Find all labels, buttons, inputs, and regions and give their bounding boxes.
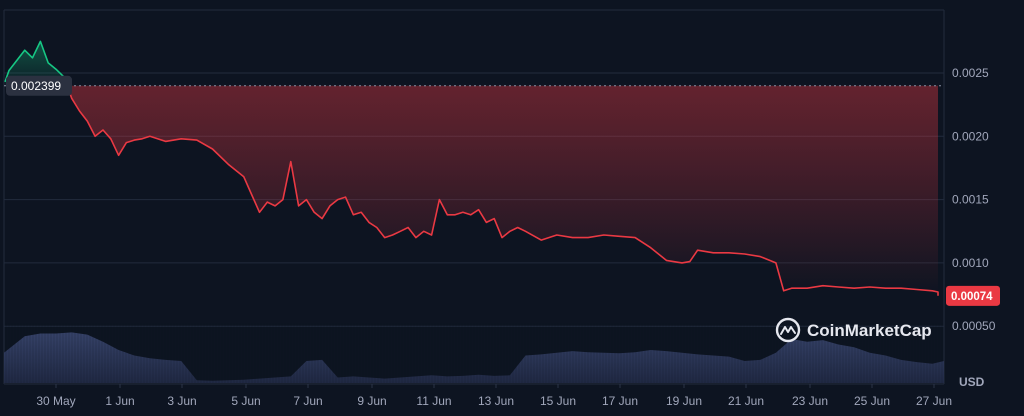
x-tick-label: 13 Jun: [478, 394, 514, 408]
x-tick-label: 1 Jun: [105, 394, 134, 408]
x-axis: 30 May 1 Jun 3 Jun 5 Jun 7 Jun 9 Jun 11 Jun 13 …: [36, 384, 952, 408]
x-tick-label: 3 Jun: [167, 394, 196, 408]
x-tick-label: 17 Jun: [602, 394, 638, 408]
price-line-above: [4, 40, 68, 87]
x-tick-label: 11 Jun: [416, 394, 451, 408]
price-area-below-fill: [67, 85, 939, 296]
x-tick-label: 27 Jun: [916, 394, 952, 408]
x-tick-label: 23 Jun: [792, 394, 828, 408]
price-area: [5, 41, 939, 296]
volume-area: [4, 332, 944, 383]
reference-value-label: 0.002399: [11, 79, 61, 93]
brand-watermark: CoinMarketCap: [775, 317, 932, 343]
y-tick-label: 0.0025: [952, 66, 989, 80]
y-tick-label: 0.0015: [952, 193, 989, 207]
last-price-badge: 0.00074: [946, 285, 1000, 306]
x-tick-label: 7 Jun: [293, 394, 322, 408]
price-area-above: [5, 41, 68, 86]
x-tick-label: 19 Jun: [666, 394, 702, 408]
x-tick-label: 9 Jun: [357, 394, 386, 408]
coinmarketcap-logo-icon: [775, 317, 801, 343]
y-axis: 0.0025 0.0020 0.0015 0.0010 0.00050: [952, 66, 996, 333]
x-tick-label: 30 May: [36, 394, 75, 408]
y-tick-label: 0.0020: [952, 129, 989, 143]
x-tick-label: 15 Jun: [540, 394, 576, 408]
x-tick-label: 5 Jun: [231, 394, 260, 408]
volume-bars: [4, 323, 944, 383]
x-tick-label: 21 Jun: [728, 394, 764, 408]
price-line-below: [66, 85, 939, 296]
brand-name: CoinMarketCap: [807, 321, 932, 340]
x-tick-label: 25 Jun: [854, 394, 890, 408]
y-tick-label: 0.0010: [952, 256, 989, 270]
currency-unit-label: USD: [959, 375, 985, 389]
y-tick-label: 0.00050: [952, 319, 996, 333]
price-line: [4, 40, 939, 296]
last-price-label: 0.00074: [951, 291, 993, 303]
reference-value-badge: 0.002399: [6, 75, 72, 96]
